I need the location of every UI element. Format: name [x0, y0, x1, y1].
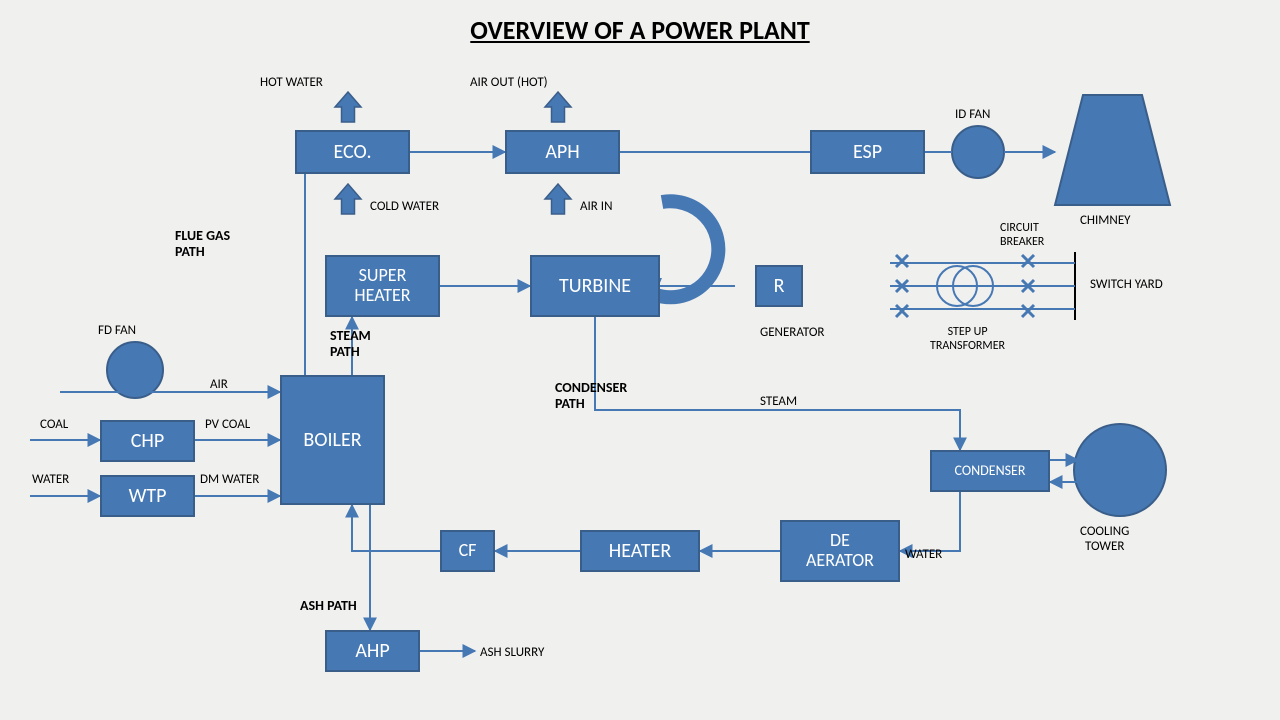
label-water_in: WATER: [32, 473, 69, 488]
node-turbine: TURBINE: [530, 255, 660, 317]
node-super: SUPER HEATER: [325, 255, 440, 317]
node-chp: CHP: [100, 420, 195, 462]
label-air_in: AIR IN: [580, 200, 612, 215]
node-heater: HEATER: [580, 530, 700, 572]
circle-cooling: [1074, 424, 1166, 516]
label-air_out: AIR OUT (HOT): [470, 76, 548, 91]
label-hot_water: HOT WATER: [260, 76, 323, 91]
label-switchyard: SWITCH YARD: [1090, 278, 1163, 293]
node-r: R: [755, 265, 803, 307]
circle-id_fan: [952, 126, 1004, 178]
label-fd_fan: FD FAN: [98, 324, 136, 339]
label-water_cond: WATER: [905, 548, 942, 563]
connections-layer: [0, 0, 1280, 720]
label-id_fan: ID FAN: [955, 108, 990, 123]
label-flue: FLUE GAS PATH: [175, 228, 230, 260]
node-condenser: CONDENSER: [930, 450, 1050, 492]
label-pv_coal: PV COAL: [205, 418, 250, 433]
node-esp: ESP: [810, 130, 925, 174]
label-cold_water: COLD WATER: [370, 200, 439, 215]
node-boiler: BOILER: [280, 375, 385, 505]
circle-fd_fan: [107, 342, 163, 398]
label-condenser_p: CONDENSER PATH: [555, 380, 627, 412]
label-ash_path: ASH PATH: [300, 598, 357, 614]
diagram-stage: OVERVIEW OF A POWER PLANT ECO. APH ESP SUPE…: [0, 0, 1280, 720]
label-dm_water: DM WATER: [200, 473, 259, 488]
label-steam: STEAM: [760, 395, 797, 410]
page-title: OVERVIEW OF A POWER PLANT: [0, 14, 1280, 46]
label-chimney: CHIMNEY: [1080, 214, 1131, 229]
label-cooling: COOLING TOWER: [1080, 525, 1129, 555]
node-aph: APH: [505, 130, 620, 174]
node-deaer: DE AERATOR: [780, 520, 900, 582]
chimney-shape: [1055, 95, 1170, 205]
label-circuit: CIRCUIT BREAKER: [1000, 222, 1044, 250]
node-ahp: AHP: [325, 630, 420, 672]
label-stepup: STEP UP TRANSFORMER: [930, 326, 1005, 354]
label-generator: GENERATOR: [760, 326, 825, 341]
node-cf: CF: [440, 530, 495, 572]
label-steam_path: STEAM PATH: [330, 328, 371, 360]
node-eco: ECO.: [295, 130, 410, 174]
label-ash_slurry: ASH SLURRY: [480, 646, 544, 661]
node-wtp: WTP: [100, 475, 195, 517]
label-coal: COAL: [40, 418, 68, 433]
label-air: AIR: [210, 378, 228, 393]
